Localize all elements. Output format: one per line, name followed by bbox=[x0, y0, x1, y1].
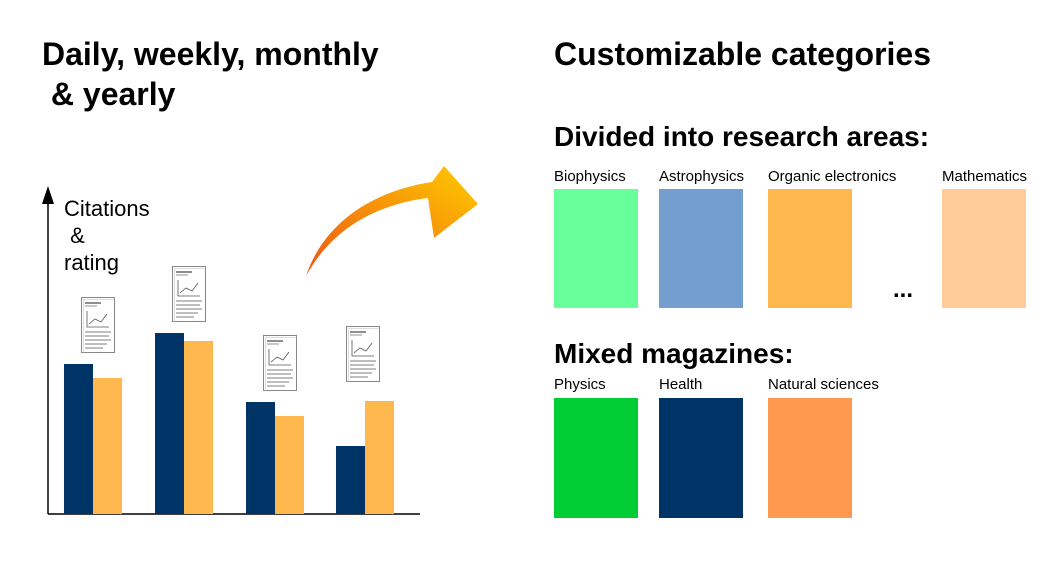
magazine-tile[interactable] bbox=[659, 398, 743, 518]
research-area-label: Biophysics bbox=[554, 168, 626, 185]
research-area-tile[interactable] bbox=[659, 189, 743, 308]
curved-arrow-icon bbox=[306, 166, 478, 276]
research-area-label: Organic electronics bbox=[768, 168, 897, 185]
paper-document-icon bbox=[172, 266, 206, 322]
paper-document-icon bbox=[346, 326, 380, 382]
right-title: Customizable categories bbox=[554, 36, 931, 72]
magazine-label: Health bbox=[659, 376, 703, 393]
bar-series1-3 bbox=[246, 402, 275, 514]
research-area-tile[interactable] bbox=[942, 189, 1026, 308]
research-area-label: Astrophysics bbox=[659, 168, 745, 185]
research-areas-heading: Divided into research areas: bbox=[554, 121, 930, 152]
y-axis-label: Citations & rating bbox=[64, 196, 150, 275]
bar-series2-1 bbox=[93, 378, 122, 514]
bar-series1-4 bbox=[336, 446, 365, 514]
research-area-tile[interactable] bbox=[768, 189, 852, 308]
research-area-tile[interactable] bbox=[554, 189, 638, 308]
bar-series2-2 bbox=[184, 341, 213, 514]
magazine-label: Physics bbox=[554, 376, 606, 393]
bar-series2-3 bbox=[275, 416, 304, 514]
paper-document-icon bbox=[263, 335, 297, 391]
magazine-tile[interactable] bbox=[554, 398, 638, 518]
bar-series2-4 bbox=[365, 401, 394, 514]
mixed-magazines-heading: Mixed magazines: bbox=[554, 338, 794, 369]
y-axis-arrowhead bbox=[42, 186, 54, 204]
magazine-tile[interactable] bbox=[768, 398, 852, 518]
research-area-label: Mathematics bbox=[942, 168, 1028, 185]
more-categories-ellipsis: ... bbox=[893, 276, 914, 303]
bar-series1-1 bbox=[64, 364, 93, 514]
left-title: Daily, weekly, monthly & yearly bbox=[42, 36, 379, 112]
bar-series1-2 bbox=[155, 333, 184, 514]
paper-document-icon bbox=[81, 297, 115, 353]
magazine-label: Natural sciences bbox=[768, 376, 879, 393]
